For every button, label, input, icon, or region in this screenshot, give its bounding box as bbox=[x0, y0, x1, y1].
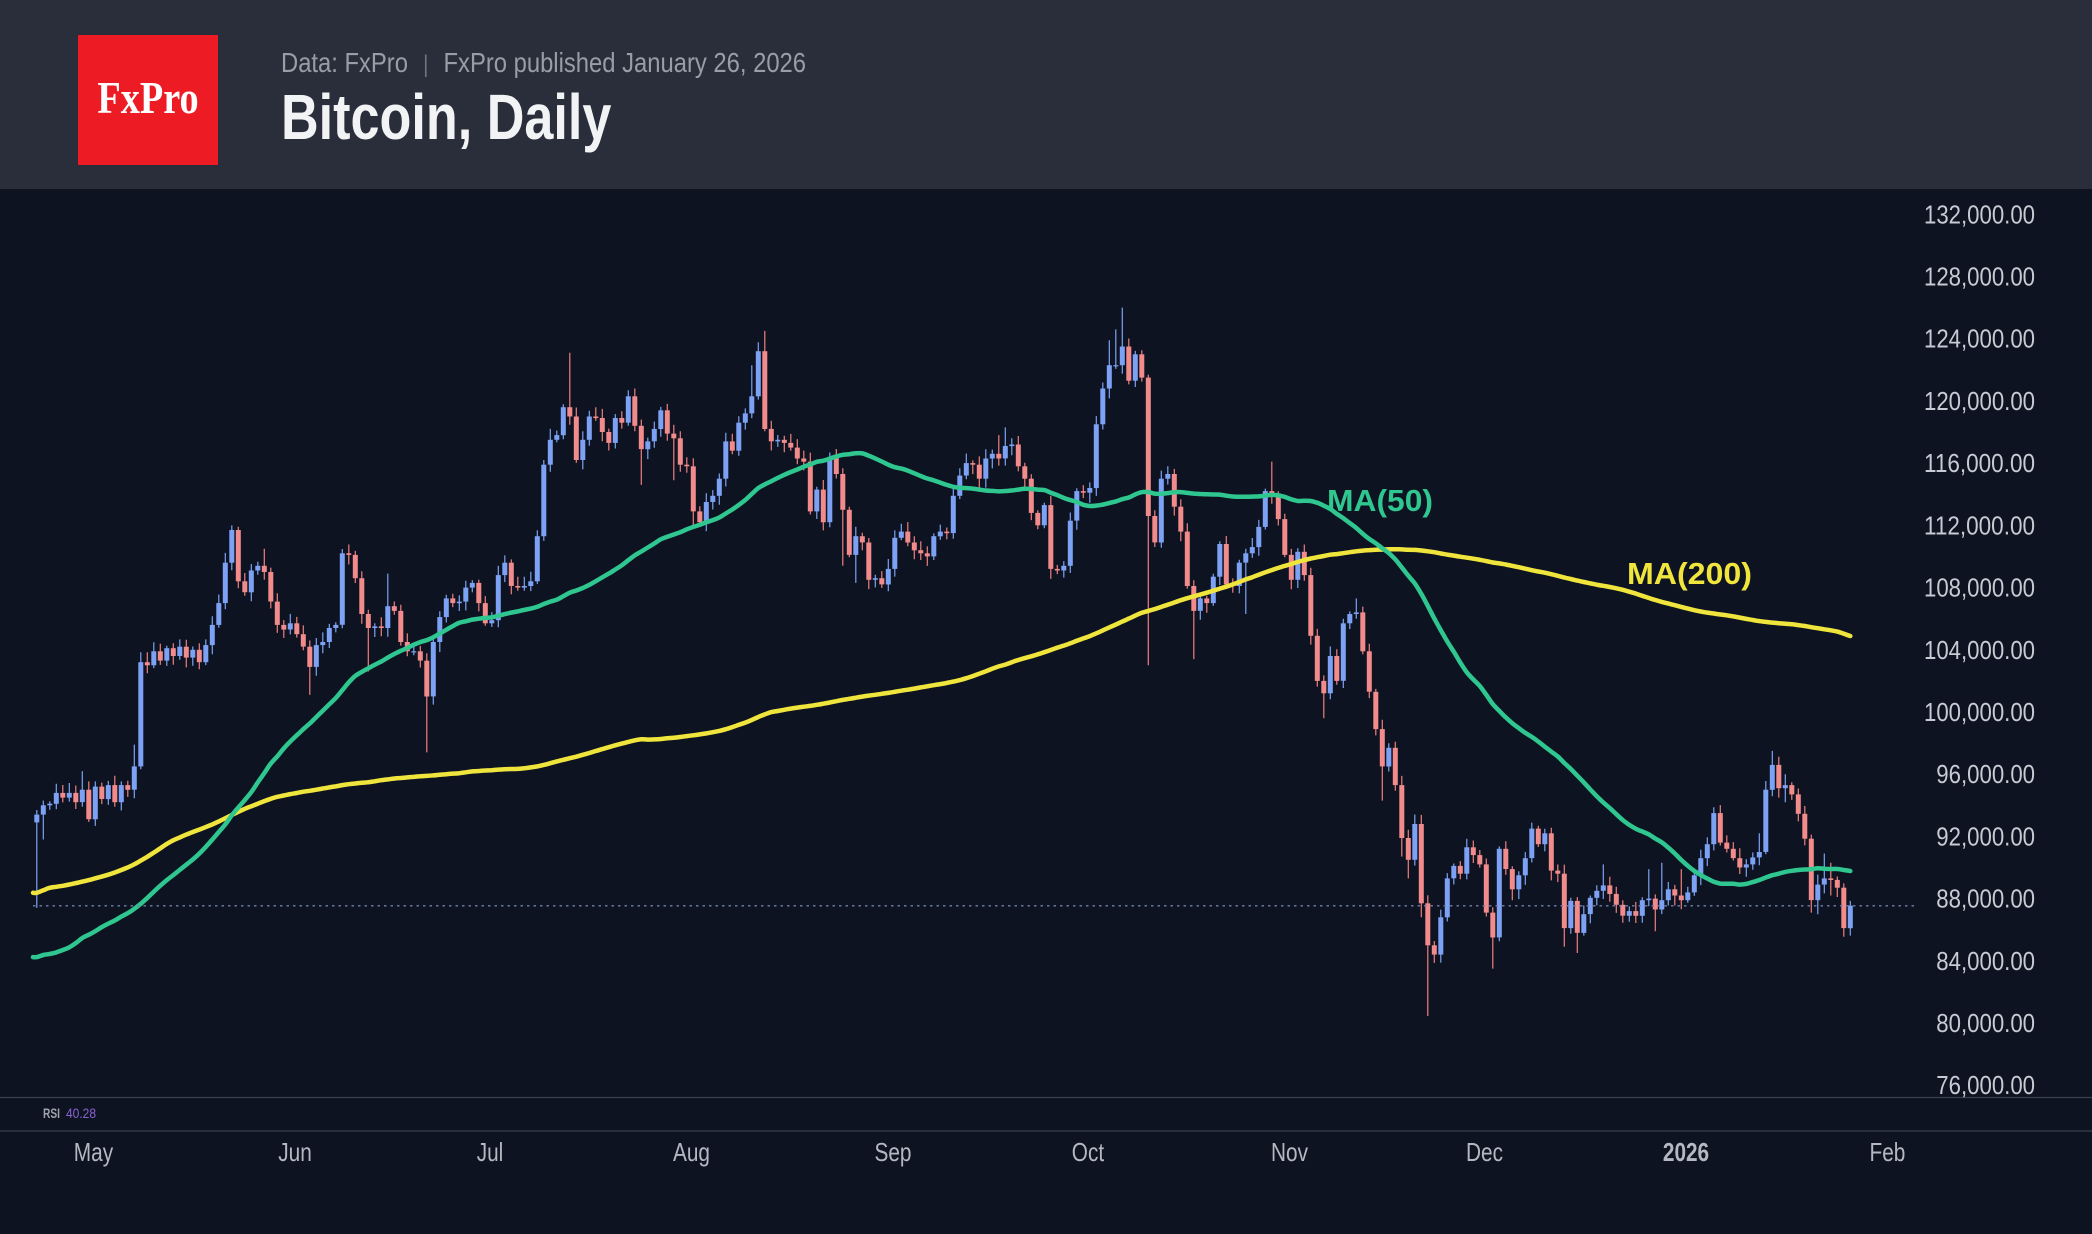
svg-text:May: May bbox=[74, 1137, 113, 1167]
svg-text:2026: 2026 bbox=[1663, 1137, 1709, 1167]
svg-text:112,000.00: 112,000.00 bbox=[1924, 510, 2035, 540]
svg-text:128,000.00: 128,000.00 bbox=[1924, 262, 2035, 292]
svg-text:Feb: Feb bbox=[1870, 1137, 1906, 1167]
svg-text:76,000.00: 76,000.00 bbox=[1936, 1070, 2035, 1100]
svg-text:Nov: Nov bbox=[1271, 1137, 1308, 1167]
svg-text:108,000.00: 108,000.00 bbox=[1924, 573, 2035, 603]
svg-text:96,000.00: 96,000.00 bbox=[1936, 759, 2035, 789]
svg-text:132,000.00: 132,000.00 bbox=[1924, 199, 2035, 229]
svg-text:80,000.00: 80,000.00 bbox=[1936, 1008, 2035, 1038]
svg-text:104,000.00: 104,000.00 bbox=[1924, 635, 2035, 665]
svg-text:84,000.00: 84,000.00 bbox=[1936, 946, 2035, 976]
svg-text:Oct: Oct bbox=[1072, 1137, 1105, 1167]
svg-text:100,000.00: 100,000.00 bbox=[1924, 697, 2035, 727]
svg-text:40.28: 40.28 bbox=[66, 1105, 96, 1121]
svg-text:88,000.00: 88,000.00 bbox=[1936, 884, 2035, 914]
svg-text:124,000.00: 124,000.00 bbox=[1924, 324, 2035, 354]
svg-text:Dec: Dec bbox=[1466, 1137, 1503, 1167]
svg-text:92,000.00: 92,000.00 bbox=[1936, 821, 2035, 851]
svg-text:MA(200): MA(200) bbox=[1627, 556, 1752, 591]
svg-text:120,000.00: 120,000.00 bbox=[1924, 386, 2035, 416]
svg-text:Aug: Aug bbox=[673, 1137, 710, 1167]
svg-text:116,000.00: 116,000.00 bbox=[1924, 448, 2035, 478]
svg-text:RSI: RSI bbox=[43, 1105, 60, 1121]
svg-text:Jun: Jun bbox=[278, 1137, 312, 1167]
svg-text:MA(50): MA(50) bbox=[1327, 483, 1433, 518]
svg-text:Sep: Sep bbox=[875, 1137, 912, 1167]
svg-text:Jul: Jul bbox=[477, 1137, 504, 1167]
